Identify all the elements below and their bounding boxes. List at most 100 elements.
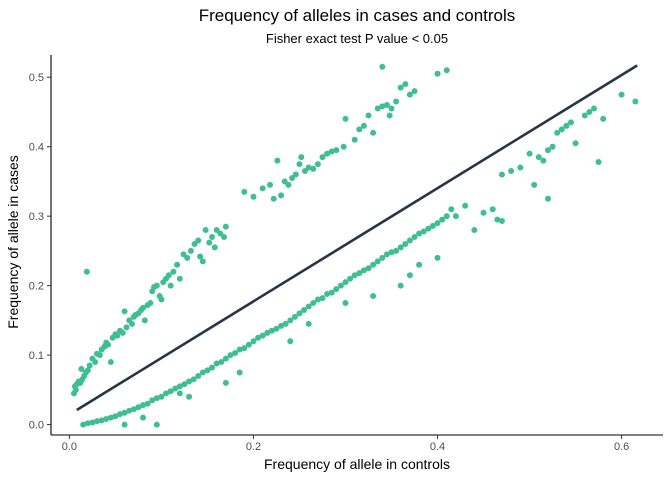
data-point-20 [105,341,112,348]
data-point-11 [86,362,93,369]
data-point-146 [259,332,266,339]
data-point-134 [204,367,211,374]
data-point-16 [96,352,103,359]
data-point-116 [121,409,128,416]
data-point-167 [356,270,363,277]
data-point-61 [211,244,218,251]
data-point-46 [165,272,172,279]
data-point-30 [128,320,135,327]
data-point-89 [351,136,358,143]
data-point-166 [351,272,358,279]
data-point-86 [333,147,340,154]
data-point-231 [434,254,441,261]
data-point-107 [80,421,87,428]
data-point-225 [305,320,312,327]
data-point-96 [383,102,390,109]
data-point-205 [567,119,574,126]
data-point-155 [301,306,308,313]
data-point-223 [236,369,243,376]
data-point-165 [347,275,354,282]
data-point-229 [406,272,413,279]
data-point-202 [554,129,561,136]
data-point-67 [250,193,257,200]
data-point-140 [232,350,239,357]
points-layer [71,63,639,428]
data-point-142 [241,345,248,352]
data-point-212 [618,91,625,98]
data-point-230 [416,261,423,268]
data-point-120 [140,402,147,409]
data-point-53 [187,247,194,254]
data-point-7 [78,366,85,372]
data-point-179 [411,234,418,241]
data-point-102 [402,81,409,88]
data-point-188 [452,213,459,220]
data-point-129 [181,381,188,388]
data-point-50 [176,275,183,282]
x-tick-label-1: 0.2 [246,441,261,453]
data-point-221 [186,393,193,400]
data-point-156 [305,303,312,310]
y-tick-label-5: 0.5 [29,72,44,84]
data-point-10 [84,367,91,374]
data-point-187 [448,206,455,213]
data-point-43 [158,296,165,303]
data-point-193 [494,216,501,223]
data-point-128 [176,383,183,390]
data-point-196 [517,164,524,171]
data-point-148 [268,327,275,334]
data-point-106 [443,67,450,74]
x-tick-label-3: 0.6 [614,441,629,453]
data-point-56 [197,253,204,260]
data-point-218 [121,421,128,428]
data-point-119 [135,404,142,411]
data-point-197 [526,150,533,157]
data-point-98 [388,105,395,112]
data-point-204 [563,122,570,129]
data-point-108 [84,420,91,427]
data-point-151 [282,320,289,327]
data-point-138 [222,355,229,362]
data-point-70 [270,195,277,202]
data-point-213 [632,98,639,105]
data-point-158 [314,296,321,303]
data-point-162 [333,286,340,293]
data-point-123 [153,395,160,402]
data-point-215 [531,181,538,188]
data-point-136 [213,360,220,367]
data-point-186 [443,213,450,220]
data-point-194 [498,171,505,178]
data-point-154 [296,310,303,317]
data-point-145 [255,334,262,341]
data-point-160 [324,290,331,297]
data-point-47 [167,282,174,289]
data-point-131 [190,376,197,383]
data-point-49 [174,261,181,268]
data-point-59 [206,239,213,246]
data-point-97 [386,112,393,119]
y-axis-title: Frequency of allele in cases [5,155,21,329]
data-point-57 [199,258,206,265]
data-point-208 [586,108,593,115]
data-point-95 [379,103,386,110]
data-point-183 [429,222,436,229]
data-point-72 [278,192,285,199]
data-point-171 [374,258,381,265]
data-point-143 [245,341,252,348]
data-point-149 [273,325,280,332]
data-point-80 [305,164,312,171]
data-point-180 [416,230,423,237]
data-point-122 [149,397,156,404]
data-point-139 [227,352,234,359]
data-point-26 [119,329,126,336]
data-point-124 [158,393,165,400]
data-point-206 [572,140,579,147]
data-point-58 [202,227,209,234]
data-point-222 [222,379,229,386]
data-point-103 [406,91,413,98]
y-tick-label-3: 0.3 [29,211,44,223]
data-point-88 [342,115,349,122]
data-point-216 [498,218,505,225]
data-point-200 [544,147,551,154]
data-point-219 [140,414,147,421]
